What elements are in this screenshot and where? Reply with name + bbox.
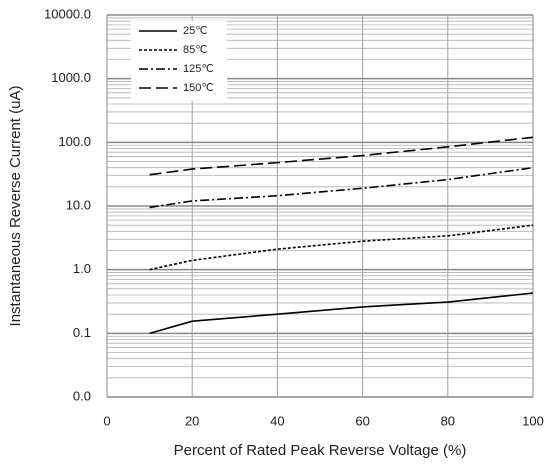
x-axis-label: Percent of Rated Peak Reverse Voltage (%… <box>174 442 467 459</box>
x-tick-label: 0 <box>103 413 110 428</box>
series-line <box>149 136 534 176</box>
x-tick-label: 80 <box>441 413 455 428</box>
x-tick-label: 20 <box>185 413 199 428</box>
y-tick-label: 10000.0 <box>44 6 91 21</box>
x-tick-label: 60 <box>355 413 369 428</box>
y-tick-label: 1.0 <box>73 261 91 276</box>
legend-label: 125℃ <box>183 63 214 75</box>
x-tick-label: 40 <box>270 413 284 428</box>
series-line <box>149 292 534 335</box>
legend-label: 150℃ <box>183 82 214 94</box>
plot-frame <box>106 14 534 398</box>
y-tick-label: 1000.0 <box>51 70 91 85</box>
y-tick-label: 0.1 <box>73 325 91 340</box>
series-line <box>149 166 534 209</box>
series-line <box>149 224 534 271</box>
x-tick-label: 100 <box>522 413 544 428</box>
legend-label: 85℃ <box>183 44 208 56</box>
y-tick-label: 0.0 <box>73 388 91 403</box>
y-axis-label: Instantaneous Reverse Current (uA) <box>7 86 24 327</box>
y-tick-label: 100.0 <box>58 134 91 149</box>
legend-label: 25℃ <box>183 25 208 37</box>
y-tick-label: 10.0 <box>66 197 91 212</box>
